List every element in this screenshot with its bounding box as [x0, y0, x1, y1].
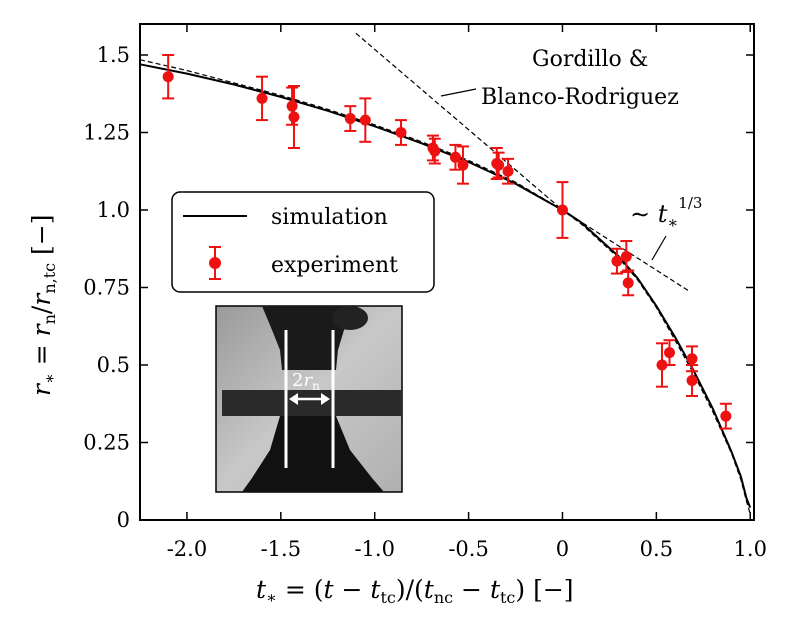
inset-arrowhead-right [321, 393, 330, 405]
inset-label: 2rn [292, 370, 320, 393]
x-axis-ticks: -2.0 -1.5 -1.0 -0.5 0 0.5 1.0 [167, 24, 767, 561]
legend-experiment-marker [209, 257, 221, 269]
y-tick-label: 0.75 [83, 276, 130, 300]
experiment-point [288, 111, 300, 123]
y-tick-label: 0 [117, 508, 130, 532]
experiment-point [686, 375, 698, 386]
x-tick-label: 0.5 [640, 537, 673, 561]
x-tick-label: 0 [556, 537, 569, 561]
experiment-point [457, 159, 469, 171]
inset-blob [332, 306, 368, 330]
y-axis-ticks: 0 0.25 0.5 0.75 1.0 1.25 1.5 [83, 43, 754, 532]
experiment-point [493, 159, 505, 171]
experiment-point [449, 151, 461, 163]
experiment-point [720, 410, 732, 422]
experiment-point [359, 114, 371, 126]
experiment-point [664, 347, 676, 359]
inset-horizontal-band [222, 390, 402, 416]
experiment-point [502, 165, 514, 177]
inset-photo: 2rn [215, 305, 403, 493]
experiment-errorbars [162, 54, 732, 430]
experiment-point [686, 353, 698, 365]
experiment-point [344, 113, 356, 125]
annotation-power-law: ∼ t∗1/3 [630, 194, 702, 232]
annotation-power-law-pointer [651, 235, 667, 261]
inset-neck-bottom [242, 416, 384, 492]
experiment-point [611, 255, 623, 267]
simulation-dashed-line [139, 59, 751, 514]
x-tick-label: 1.0 [734, 537, 767, 561]
x-axis-label: t∗ = (t − ttc)/(tnc − ttc) [−] [256, 575, 574, 607]
plot-frame [139, 23, 755, 521]
annotation-gordillo-pointer [440, 88, 477, 97]
simulation-lines [139, 59, 752, 514]
experiment-point [656, 359, 668, 371]
experiment-point [620, 251, 632, 262]
experiment-point [162, 71, 174, 83]
experiment-point [286, 100, 298, 112]
legend: simulation experiment [171, 191, 435, 293]
annotation-gordillo-line2: Blanco-Rodriguez [481, 85, 679, 110]
inset-arrowhead-left [289, 393, 298, 405]
reference-line [355, 32, 563, 211]
annotation-gordillo-line1: Gordillo & [532, 47, 648, 72]
y-tick-label: 1.5 [97, 43, 130, 67]
y-tick-label: 0.25 [83, 431, 130, 455]
experiment-point [395, 127, 407, 138]
experiment-point [556, 204, 568, 216]
y-tick-label: 0.5 [97, 353, 130, 377]
experiment-point [622, 277, 634, 289]
experiment-point [256, 92, 268, 104]
x-tick-label: -1.0 [354, 537, 395, 561]
legend-experiment-label: experiment [271, 253, 398, 278]
x-tick-label: -2.0 [167, 537, 208, 561]
simulation-line [139, 63, 752, 508]
legend-simulation-label: simulation [271, 205, 388, 230]
y-tick-label: 1.0 [97, 198, 130, 222]
x-tick-label: -0.5 [448, 537, 489, 561]
x-tick-label: -1.5 [261, 537, 302, 561]
experiment-point [429, 145, 441, 157]
y-tick-label: 1.25 [83, 121, 130, 145]
y-axis-label: r∗ = rn/rn,tc [−] [27, 214, 59, 396]
